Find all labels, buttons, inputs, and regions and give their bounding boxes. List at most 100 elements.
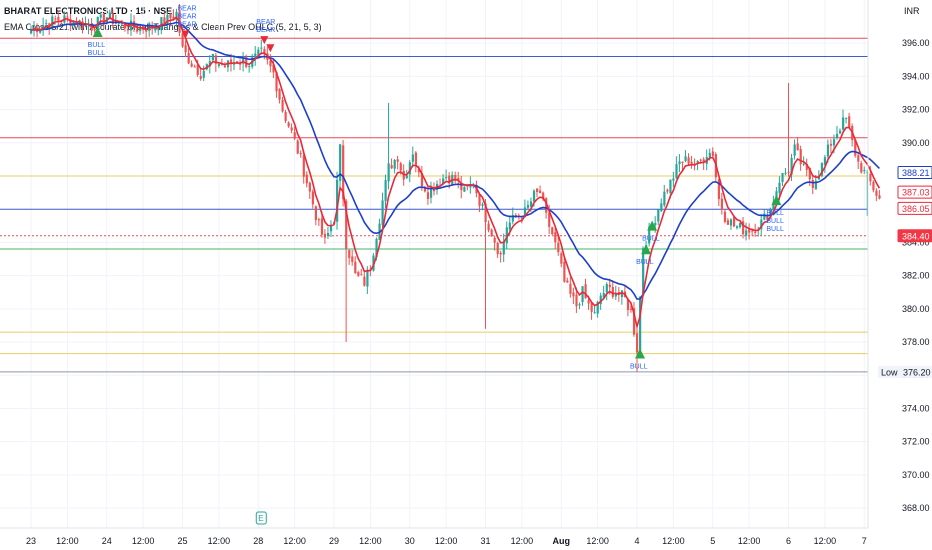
candle-body: [539, 190, 542, 194]
time-tick-label: 6: [786, 536, 791, 546]
candle-body: [308, 182, 311, 192]
candle-body: [160, 17, 163, 31]
bull-triangle: [635, 348, 646, 359]
price-tick-label: 374.00: [902, 403, 930, 413]
candle-body: [399, 163, 402, 171]
candle-body: [796, 143, 799, 151]
candle-body: [666, 189, 669, 192]
candle-body: [193, 66, 196, 68]
candle-body: [248, 66, 251, 68]
candle-body: [829, 143, 833, 146]
candle-body: [696, 160, 699, 164]
candle-body: [845, 118, 848, 120]
candle-body: [320, 218, 324, 235]
candle-body: [726, 220, 730, 225]
candle-body: [208, 61, 211, 67]
candle-body: [505, 227, 508, 244]
candle-body: [608, 284, 611, 288]
candle-body: [687, 157, 690, 164]
candle-body: [417, 168, 421, 173]
candle-body: [457, 177, 460, 181]
bull-label: BULL: [630, 364, 648, 371]
candle-body: [863, 170, 866, 172]
time-axis[interactable]: 23 12:00 24 12:00 25 12:00 28 12:00 29 12:00 30 12:…: [0, 527, 868, 546]
candle-body: [157, 29, 160, 31]
candle-body: [93, 28, 96, 31]
candle-body: [54, 18, 57, 20]
candle-body: [120, 22, 124, 25]
low-tag-value: 376.20: [903, 367, 931, 377]
candle-body: [854, 139, 857, 156]
candle-body: [260, 47, 263, 49]
candle-body: [30, 30, 33, 34]
price-tick-label: 394.00: [902, 71, 930, 81]
candle-body: [57, 16, 60, 21]
candle-body: [184, 45, 187, 53]
candle-body: [357, 272, 360, 276]
candle-body: [566, 280, 569, 283]
candle-body: [114, 22, 118, 24]
candle-body: [542, 192, 545, 200]
candle-body: [317, 219, 321, 221]
candle-body: [702, 159, 705, 163]
candle-body: [263, 49, 266, 54]
candle-body: [426, 192, 430, 199]
bull-label: BULL: [766, 210, 784, 217]
time-tick-label: 12:00: [283, 536, 306, 546]
price-tick-label: 382.00: [902, 271, 930, 281]
candle-body: [99, 14, 102, 18]
candle-body: [175, 11, 178, 20]
candle-body: [405, 175, 408, 179]
candle-body: [569, 283, 572, 294]
candle-body: [578, 304, 581, 306]
candle-body: [87, 25, 90, 27]
price-axis[interactable]: 368.00370.00372.00374.00376.00378.00380.…: [867, 0, 932, 528]
candle-body: [532, 190, 536, 202]
candle-body: [223, 65, 227, 68]
candle-body: [642, 248, 645, 296]
candle-body: [199, 76, 202, 79]
candle-body: [66, 16, 69, 18]
candle-body: [420, 173, 424, 187]
candle-body: [778, 182, 781, 193]
candle-body: [166, 15, 169, 24]
candle-body: [126, 29, 130, 31]
bear-triangle: [181, 30, 190, 39]
candle-body: [839, 130, 842, 134]
price-tag: [897, 201, 932, 215]
candle-body: [375, 238, 378, 258]
candle-body: [429, 187, 433, 198]
candle-body: [614, 293, 617, 297]
candle-body: [605, 284, 608, 293]
candle-body: [869, 173, 872, 182]
time-tick-label: 12:00: [132, 536, 155, 546]
candle-body: [626, 299, 630, 310]
bear-triangle: [266, 44, 275, 53]
candle-body: [502, 241, 505, 255]
candle-body: [511, 215, 514, 222]
candle-body: [196, 64, 199, 75]
candle-body: [314, 206, 318, 220]
candle-body: [711, 151, 714, 156]
candle-body: [390, 165, 393, 169]
price-tick-label: 370.00: [902, 470, 930, 480]
candle-body: [51, 16, 54, 29]
candle-body: [699, 159, 702, 161]
candle-body: [708, 152, 711, 158]
candle-body: [669, 179, 672, 193]
candle-body: [584, 284, 587, 299]
bear-label: BEAR: [178, 21, 197, 28]
candle-body: [636, 333, 639, 353]
time-tick-label: 12:00: [435, 536, 458, 546]
candle-body: [557, 242, 560, 253]
time-tick-label: 12:00: [814, 536, 837, 546]
candle-body: [487, 223, 490, 231]
candle-body: [648, 226, 651, 244]
bull-label: BULL: [88, 42, 106, 49]
candle-body: [284, 112, 287, 121]
candle-body: [842, 117, 845, 130]
bull-label: BULL: [88, 50, 106, 57]
candle-body: [735, 226, 739, 228]
candle-body: [723, 211, 727, 222]
